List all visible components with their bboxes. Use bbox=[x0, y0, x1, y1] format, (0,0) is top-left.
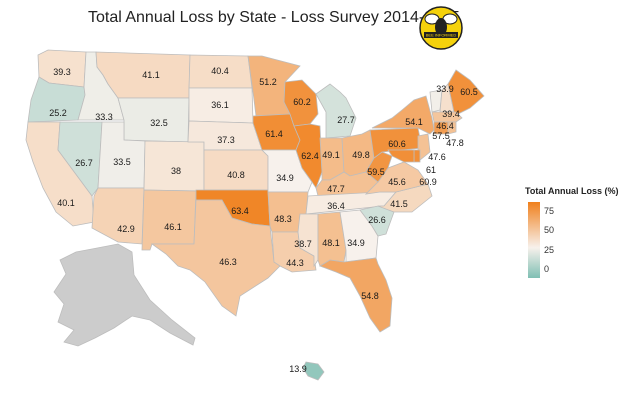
label-MT: 41.1 bbox=[142, 70, 160, 80]
label-NC: 41.5 bbox=[390, 199, 408, 209]
label-IN: 49.1 bbox=[322, 150, 340, 160]
state-MA bbox=[431, 111, 463, 123]
label-MD: 60.9 bbox=[419, 177, 437, 187]
label-WA: 39.3 bbox=[53, 67, 71, 77]
legend-tick-75: 75 bbox=[544, 206, 555, 216]
label-OH: 49.8 bbox=[352, 150, 370, 160]
label-NM: 46.1 bbox=[164, 222, 182, 232]
label-ND: 40.4 bbox=[211, 66, 229, 76]
state-NV bbox=[57, 121, 103, 197]
label-RI: 47.8 bbox=[446, 138, 464, 148]
state-AK bbox=[53, 243, 196, 347]
label-MO: 34.9 bbox=[276, 173, 294, 183]
label-WY: 32.5 bbox=[150, 118, 168, 128]
label-IA: 61.4 bbox=[265, 129, 283, 139]
label-NY: 54.1 bbox=[405, 117, 423, 127]
label-UT: 33.5 bbox=[113, 157, 131, 167]
state-RI bbox=[447, 121, 457, 135]
label-NH: 39.4 bbox=[442, 109, 460, 119]
state-MI bbox=[315, 83, 357, 139]
label-TN: 36.4 bbox=[327, 201, 345, 211]
label-TX: 46.3 bbox=[219, 257, 237, 267]
label-CO: 38 bbox=[171, 166, 181, 176]
legend-tick-0: 0 bbox=[544, 264, 550, 274]
map-title: Total Annual Loss by State - Loss Survey… bbox=[88, 9, 460, 26]
label-MS: 38.7 bbox=[294, 239, 312, 249]
label-GA: 34.9 bbox=[347, 238, 365, 248]
state-DE bbox=[413, 149, 421, 163]
label-OR: 25.2 bbox=[49, 108, 67, 118]
label-AZ: 42.9 bbox=[117, 224, 135, 234]
state-AZ bbox=[91, 187, 145, 245]
svg-text:BEE INFORMED: BEE INFORMED bbox=[426, 33, 457, 38]
label-HI: 13.9 bbox=[289, 364, 307, 374]
state-NM bbox=[141, 189, 197, 251]
label-DE: 61 bbox=[426, 165, 436, 175]
label-SD: 36.1 bbox=[211, 100, 229, 110]
label-VA: 45.6 bbox=[388, 177, 406, 187]
label-NJ: 47.6 bbox=[428, 152, 446, 162]
label-AL: 48.1 bbox=[322, 238, 340, 248]
state-FL bbox=[319, 257, 393, 333]
state-NY bbox=[371, 95, 435, 135]
label-CA: 40.1 bbox=[57, 198, 75, 208]
label-ID: 33.3 bbox=[95, 112, 113, 122]
legend-tick-25: 25 bbox=[544, 245, 555, 255]
label-IL: 62.4 bbox=[301, 151, 319, 161]
label-AR: 48.3 bbox=[274, 214, 292, 224]
state-MD bbox=[387, 149, 415, 163]
state-IL bbox=[293, 123, 323, 189]
label-FL: 54.8 bbox=[361, 291, 379, 301]
label-PA: 60.6 bbox=[388, 139, 406, 149]
state-HI bbox=[302, 361, 325, 381]
label-CT: 57.5 bbox=[432, 131, 450, 141]
label-LA: 44.3 bbox=[286, 258, 304, 268]
state-NJ bbox=[417, 133, 431, 161]
state-TX bbox=[150, 199, 283, 317]
label-NE: 37.3 bbox=[217, 135, 235, 145]
label-WI: 60.2 bbox=[293, 97, 311, 107]
label-KY: 47.7 bbox=[327, 184, 345, 194]
label-OK: 63.4 bbox=[231, 206, 249, 216]
label-WV: 59.5 bbox=[367, 167, 385, 177]
legend-title: Total Annual Loss (%) bbox=[525, 186, 619, 196]
label-NV: 26.7 bbox=[75, 158, 93, 168]
bee-informed-logo: BEE INFORMED bbox=[419, 6, 463, 50]
label-VT: 33.9 bbox=[436, 84, 454, 94]
legend-color-bar bbox=[528, 202, 540, 278]
label-SC: 26.6 bbox=[368, 215, 386, 225]
label-ME: 60.5 bbox=[460, 87, 478, 97]
label-MA: 46.4 bbox=[436, 121, 454, 131]
state-value-labels: 39.3 25.2 40.1 26.7 33.3 41.1 32.5 33.5 … bbox=[49, 66, 478, 374]
label-MN: 51.2 bbox=[259, 77, 277, 87]
label-KS: 40.8 bbox=[227, 170, 245, 180]
label-MI: 27.7 bbox=[337, 115, 355, 125]
legend-tick-50: 50 bbox=[544, 225, 555, 235]
